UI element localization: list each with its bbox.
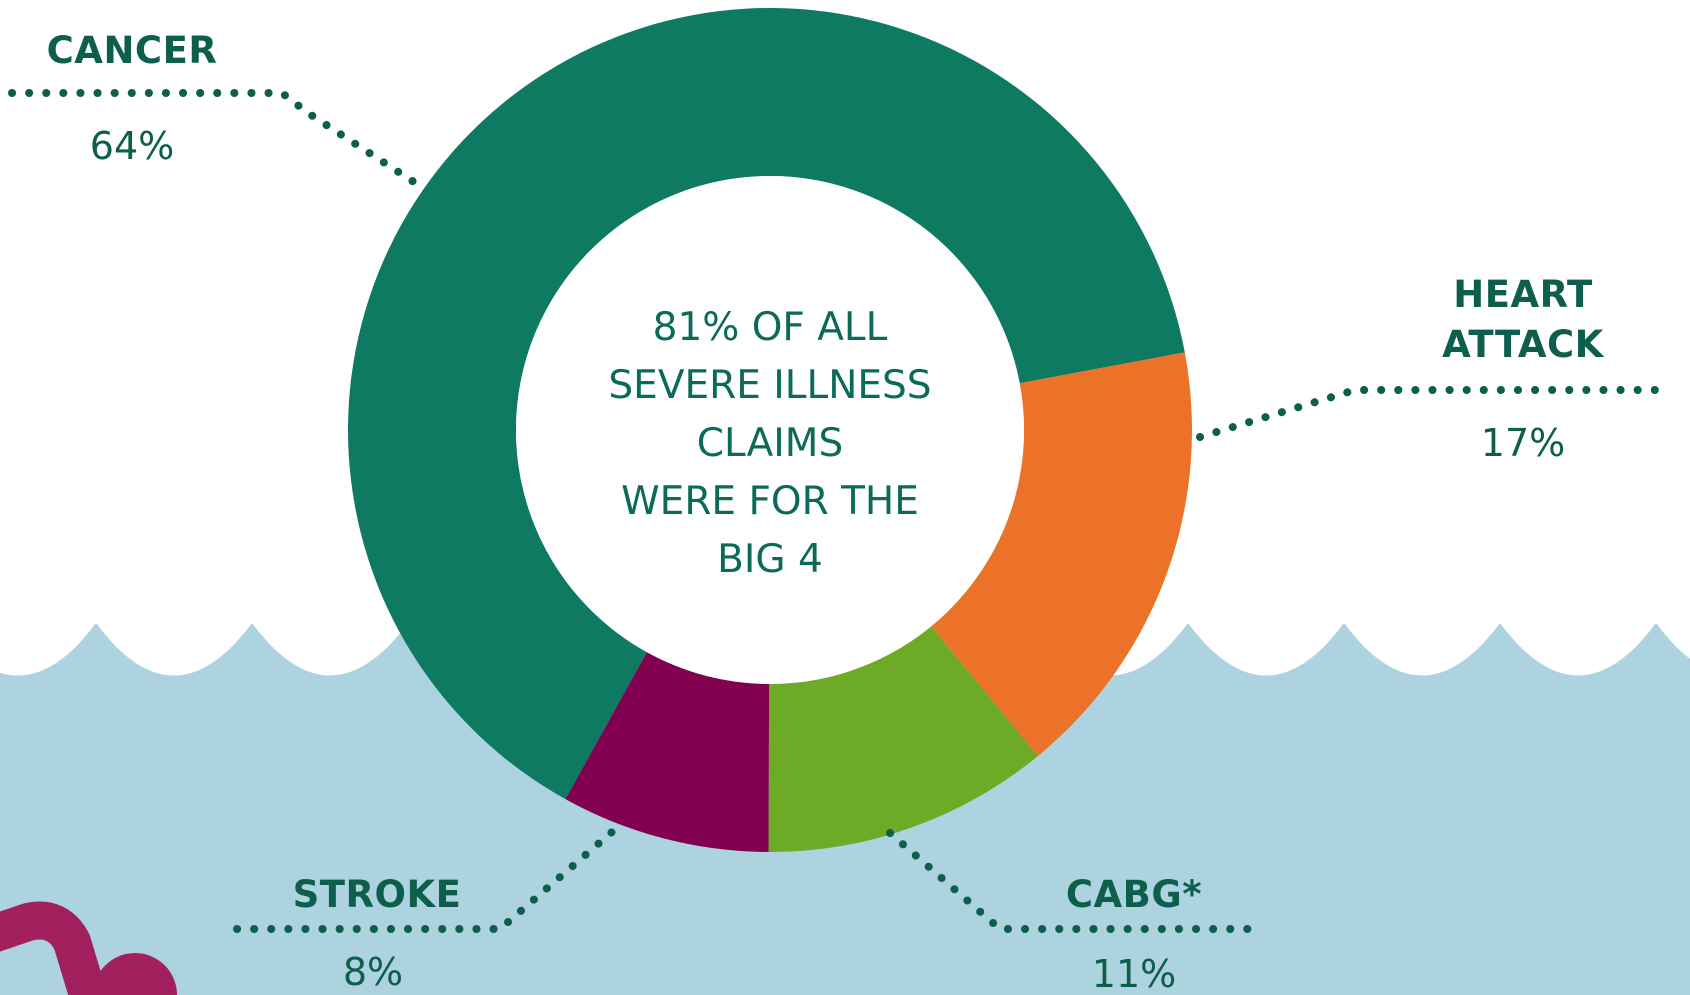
stroke-name-label: STROKE	[293, 873, 462, 916]
donut-hole	[516, 176, 1024, 684]
label-heart-attack: HEART ATTACK 17%	[1442, 273, 1605, 465]
center-text-line-2: SEVERE ILLNESS	[608, 363, 931, 408]
wave-scallop	[0, 623, 96, 676]
cabg-value-label: 11%	[1092, 952, 1176, 995]
label-stroke: STROKE 8%	[293, 873, 462, 994]
wave-scallop	[1344, 623, 1500, 676]
leader-stroke	[233, 821, 624, 933]
magenta-curve	[0, 901, 107, 995]
center-text-line-5: BIG 4	[717, 537, 823, 582]
slice-cancer	[348, 8, 1185, 800]
leader-lines	[8, 89, 1672, 933]
cancer-name-label: CANCER	[47, 29, 218, 72]
wave-scallop	[1188, 623, 1344, 676]
center-label: 81% OF ALL SEVERE ILLNESS CLAIMS WERE FO…	[608, 305, 931, 582]
label-cancer: CANCER 64%	[47, 29, 218, 168]
stroke-value-label: 8%	[343, 950, 403, 994]
slice-stroke	[565, 652, 770, 852]
magenta-decoration	[0, 901, 177, 995]
label-cabg: CABG* 11%	[1066, 873, 1202, 995]
donut-slices	[348, 8, 1192, 852]
cancer-value-label: 64%	[90, 124, 174, 168]
wave-scallop	[252, 623, 408, 676]
cabg-name-label: CABG*	[1066, 873, 1202, 916]
wave-scallop	[1500, 623, 1656, 676]
heart-attack-name-line-1: HEART	[1453, 273, 1593, 316]
center-text-line-3: CLAIMS	[697, 421, 843, 466]
center-text-line-1: 81% OF ALL	[653, 305, 888, 350]
leader-heart-attack	[1196, 386, 1672, 441]
slice-heart-attack	[931, 352, 1192, 757]
leader-cancer	[8, 89, 424, 190]
leader-cabg	[886, 829, 1259, 933]
slice-cabg	[768, 626, 1038, 852]
wave-scallop	[96, 623, 252, 676]
magenta-circle	[93, 953, 177, 995]
heart-attack-value-label: 17%	[1481, 421, 1565, 465]
center-text-line-4: WERE FOR THE	[621, 479, 919, 524]
heart-attack-name-line-2: ATTACK	[1442, 323, 1605, 366]
wave-scallop	[1656, 623, 1690, 659]
